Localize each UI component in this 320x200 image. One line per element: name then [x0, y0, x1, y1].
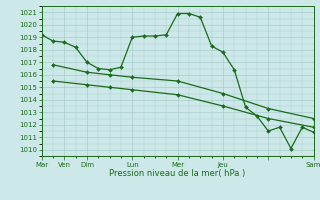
- X-axis label: Pression niveau de la mer( hPa ): Pression niveau de la mer( hPa ): [109, 169, 246, 178]
